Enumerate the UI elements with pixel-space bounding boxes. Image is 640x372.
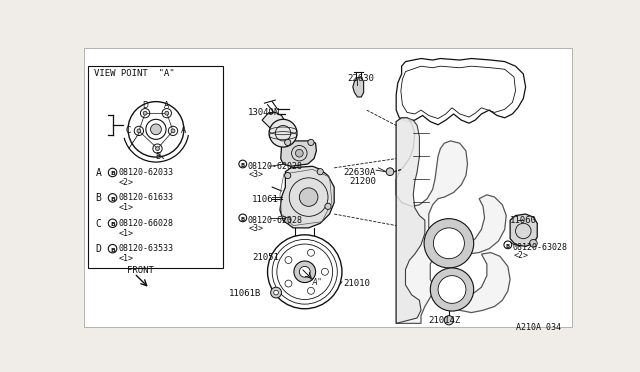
Text: 11060: 11060	[510, 216, 537, 225]
Text: A: A	[164, 101, 170, 110]
Circle shape	[308, 140, 314, 145]
Polygon shape	[396, 118, 510, 323]
Text: 22630: 22630	[348, 74, 374, 83]
Text: D: D	[142, 101, 148, 110]
Text: C: C	[126, 126, 131, 135]
Circle shape	[108, 244, 117, 253]
Text: <1>: <1>	[119, 229, 134, 238]
Text: 21010: 21010	[344, 279, 371, 289]
Text: 21051: 21051	[252, 253, 279, 262]
Text: B: B	[241, 217, 245, 222]
Circle shape	[268, 235, 342, 309]
Circle shape	[137, 129, 141, 133]
Text: VIEW POINT  "A": VIEW POINT "A"	[94, 69, 175, 78]
Text: B: B	[95, 193, 101, 203]
Text: <2>: <2>	[514, 251, 529, 260]
Circle shape	[300, 266, 310, 277]
Polygon shape	[262, 112, 285, 135]
Text: <3>: <3>	[249, 224, 264, 233]
Text: A: A	[180, 126, 186, 135]
Text: 22630A: 22630A	[344, 168, 376, 177]
Circle shape	[386, 168, 394, 176]
Circle shape	[529, 240, 537, 247]
Text: B: B	[110, 171, 115, 176]
Circle shape	[444, 316, 454, 325]
Circle shape	[317, 169, 323, 175]
Text: A210A 034: A210A 034	[515, 323, 561, 332]
Circle shape	[156, 147, 159, 151]
Text: A: A	[95, 168, 101, 178]
Text: FRONT: FRONT	[127, 266, 154, 275]
Circle shape	[150, 124, 161, 135]
Text: B: B	[110, 248, 115, 253]
Circle shape	[294, 261, 316, 283]
FancyBboxPatch shape	[88, 66, 223, 268]
Text: 11061: 11061	[252, 195, 279, 204]
Text: B: B	[110, 222, 115, 227]
Circle shape	[325, 203, 331, 209]
Circle shape	[108, 168, 117, 177]
FancyBboxPatch shape	[84, 48, 572, 327]
Circle shape	[271, 287, 282, 298]
Circle shape	[274, 290, 278, 295]
Circle shape	[424, 219, 474, 268]
Text: 08120-62028: 08120-62028	[248, 162, 302, 171]
Text: 21200: 21200	[349, 177, 376, 186]
Text: C: C	[95, 219, 101, 229]
Text: 08120-63028: 08120-63028	[513, 243, 568, 251]
Circle shape	[438, 276, 466, 303]
Text: B: B	[506, 244, 510, 249]
Polygon shape	[510, 214, 537, 246]
Text: "A": "A"	[310, 278, 322, 287]
Circle shape	[504, 241, 511, 249]
Text: 08120-63533: 08120-63533	[119, 244, 173, 253]
Circle shape	[285, 217, 291, 223]
Circle shape	[143, 111, 147, 115]
Text: <1>: <1>	[119, 254, 134, 263]
Polygon shape	[353, 78, 364, 97]
Text: 11061B: 11061B	[229, 289, 261, 298]
Text: B: B	[155, 152, 160, 161]
Text: 21014Z: 21014Z	[429, 316, 461, 325]
Circle shape	[300, 188, 318, 206]
Circle shape	[430, 268, 474, 311]
Text: B: B	[241, 163, 245, 168]
Text: 13049N: 13049N	[248, 108, 280, 117]
Circle shape	[108, 194, 117, 202]
Circle shape	[108, 219, 117, 228]
Circle shape	[171, 129, 175, 133]
Circle shape	[239, 160, 246, 168]
Circle shape	[433, 228, 465, 259]
Text: 08120-66028: 08120-66028	[119, 219, 173, 228]
Text: 08120-62028: 08120-62028	[248, 216, 302, 225]
Circle shape	[285, 173, 291, 179]
Polygon shape	[280, 166, 334, 228]
Circle shape	[296, 150, 303, 157]
Text: 08120-62033: 08120-62033	[119, 168, 173, 177]
Text: B: B	[110, 197, 115, 202]
Circle shape	[165, 111, 169, 115]
Circle shape	[285, 140, 291, 145]
Polygon shape	[396, 118, 425, 323]
Text: <3>: <3>	[249, 170, 264, 179]
Text: D: D	[95, 244, 101, 254]
Circle shape	[269, 119, 297, 147]
Text: 08120-61633: 08120-61633	[119, 193, 173, 202]
Circle shape	[239, 214, 246, 222]
Polygon shape	[281, 141, 316, 166]
Text: <2>: <2>	[119, 178, 134, 187]
Text: <1>: <1>	[119, 203, 134, 212]
